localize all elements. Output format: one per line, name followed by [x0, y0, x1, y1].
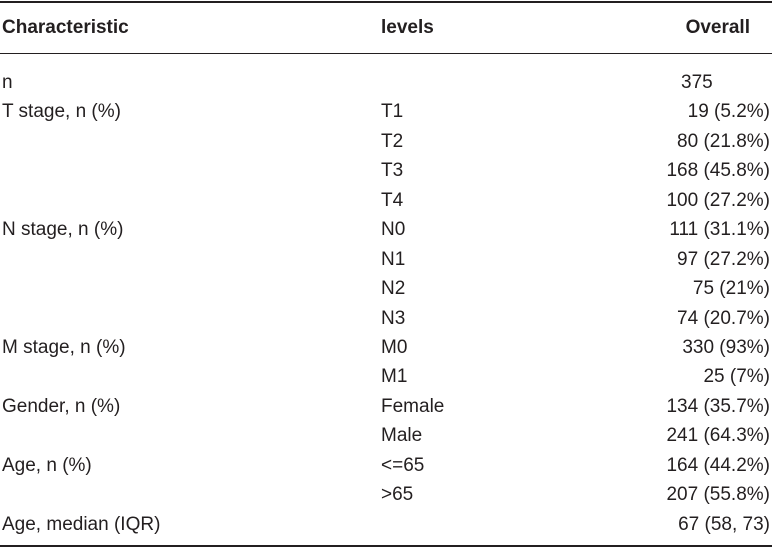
cell-level: Female — [381, 395, 445, 417]
cell-level: T3 — [381, 160, 404, 182]
table-row: Male 241 (64.3%) — [0, 421, 772, 450]
table-row: T2 80 (21.8%) — [0, 127, 772, 156]
table-row: N1 97 (27.2%) — [0, 245, 772, 274]
cell-overall: 75 (21%) — [692, 278, 770, 300]
cell-overall: 25 (7%) — [703, 366, 770, 388]
cell-characteristic: N stage, n (%) — [2, 219, 124, 241]
cell-overall: 19 (5.2%) — [687, 101, 770, 123]
table-row: T4 100 (27.2%) — [0, 186, 772, 215]
table-row: Gender, n (%) Female 134 (35.7%) — [0, 392, 772, 421]
cell-level: N1 — [381, 248, 406, 270]
cell-overall: 241 (64.3%) — [666, 425, 770, 447]
cell-characteristic: Gender, n (%) — [2, 395, 121, 417]
table-row: M1 25 (7%) — [0, 362, 772, 391]
cell-overall: 67 (58, 73) — [678, 513, 770, 535]
cell-overall: 97 (27.2%) — [677, 248, 770, 270]
header-overall: Overall — [685, 17, 750, 38]
cell-level: Male — [381, 425, 423, 447]
table-row: N stage, n (%) N0 111 (31.1%) — [0, 215, 772, 244]
cell-overall: 375 — [681, 72, 713, 93]
cell-characteristic: M stage, n (%) — [2, 336, 126, 358]
cell-overall: 80 (21.8%) — [677, 130, 770, 152]
cell-characteristic: T stage, n (%) — [2, 101, 121, 123]
table-row: M stage, n (%) M0 330 (93%) — [0, 333, 772, 362]
cell-overall: 74 (20.7%) — [677, 307, 770, 329]
table-row: T3 168 (45.8%) — [0, 156, 772, 185]
cell-level: N0 — [381, 219, 406, 241]
cell-overall: 134 (35.7%) — [666, 395, 770, 417]
cell-overall: 330 (93%) — [682, 336, 770, 358]
table-row: T stage, n (%) T1 19 (5.2%) — [0, 97, 772, 126]
cell-characteristic: Age, median (IQR) — [2, 513, 161, 535]
table-row: Age, n (%) <=65 164 (44.2%) — [0, 451, 772, 480]
header-rule — [0, 53, 772, 54]
cell-level: T2 — [381, 130, 404, 152]
top-rule — [0, 1, 772, 3]
table-row: N2 75 (21%) — [0, 274, 772, 303]
bottom-rule — [0, 545, 772, 547]
cell-overall: 207 (55.8%) — [666, 484, 770, 506]
cell-level: T1 — [381, 101, 404, 123]
header-characteristic: Characteristic — [2, 17, 129, 38]
cell-overall: 111 (31.1%) — [669, 219, 770, 241]
cell-characteristic: n — [2, 72, 13, 93]
table-row: N3 74 (20.7%) — [0, 304, 772, 333]
header-levels: levels — [381, 17, 434, 38]
cell-level: N2 — [381, 278, 406, 300]
cell-level: <=65 — [381, 454, 425, 476]
cell-overall: 100 (27.2%) — [666, 189, 770, 211]
cell-overall: 164 (44.2%) — [666, 454, 770, 476]
table-row: n 375 — [0, 68, 772, 97]
cell-level: N3 — [381, 307, 406, 329]
cell-level: M1 — [381, 366, 408, 388]
cell-level: >65 — [381, 484, 414, 506]
table-body: n 375 T stage, n (%) T1 19 (5.2%) T2 80 … — [0, 68, 772, 539]
cell-overall: 168 (45.8%) — [666, 160, 770, 182]
cell-level: T4 — [381, 189, 404, 211]
table-row: Age, median (IQR) 67 (58, 73) — [0, 510, 772, 539]
table-header: Characteristic levels Overall — [0, 12, 772, 44]
cell-level: M0 — [381, 336, 408, 358]
cell-characteristic: Age, n (%) — [2, 454, 92, 476]
table-row: >65 207 (55.8%) — [0, 480, 772, 509]
